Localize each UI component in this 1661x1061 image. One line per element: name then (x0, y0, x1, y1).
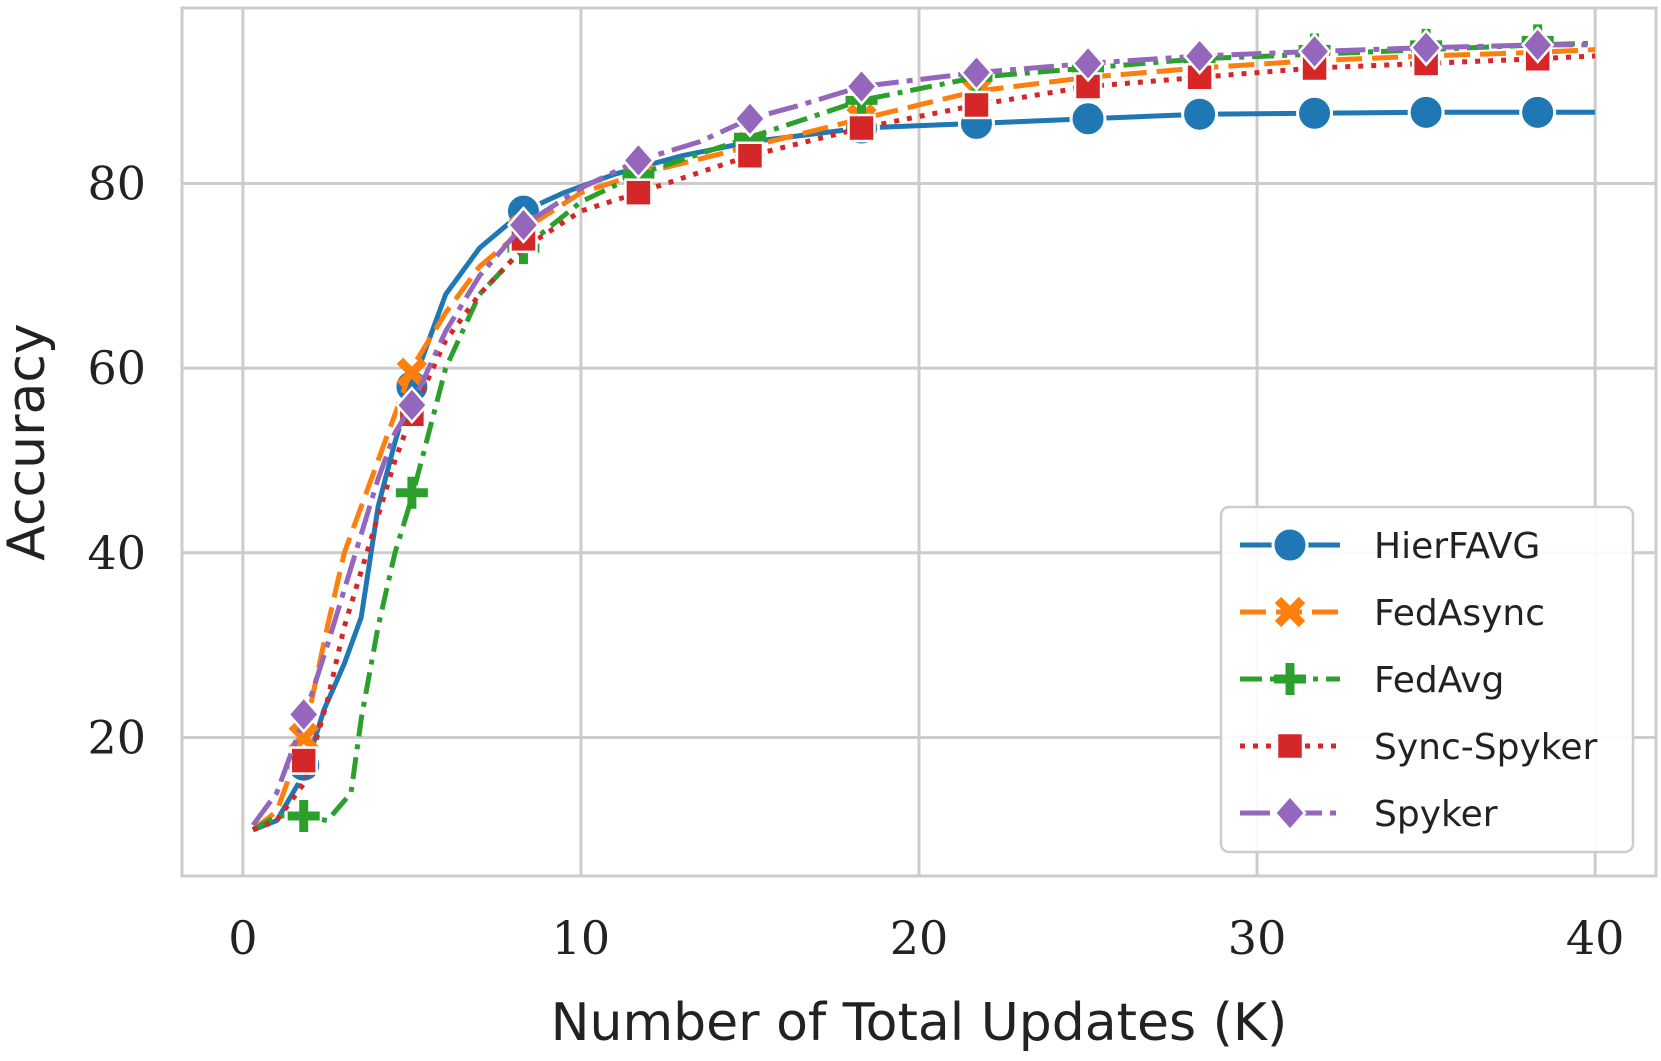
y-axis-label: Accuracy (0, 323, 57, 560)
data-point-spyker (395, 386, 429, 424)
x-axis-label: Number of Total Updates (K) (551, 993, 1288, 1053)
legend-box (1219, 505, 1635, 854)
x-tick-label: 40 (1566, 911, 1625, 965)
data-point-hierfavg (1296, 94, 1334, 132)
data-point-sync-spyker (624, 178, 653, 207)
x-tick-label: 30 (1228, 911, 1287, 965)
data-point-fedavg (395, 476, 428, 509)
data-point-spyker (959, 53, 994, 92)
data-point-spyker (1071, 44, 1105, 83)
legend-label-spyker: Spyker (1374, 794, 1498, 835)
legend-marker-fedasync (1274, 596, 1306, 628)
legend-item-sync-spyker: Sync-Spyker (1240, 727, 1597, 768)
data-point-spyker (844, 67, 879, 106)
legend-marker-spyker (1273, 794, 1307, 832)
data-point-hierfavg (1407, 93, 1445, 131)
y-tick-label: 60 (87, 341, 146, 395)
legend-item-spyker: Spyker (1240, 794, 1498, 835)
legend: HierFAVG FedAsync FedAvg Sync-Spyker Spyker (1219, 505, 1635, 854)
x-tick-label: 10 (552, 911, 611, 965)
data-point-spyker (1182, 37, 1217, 75)
legend-label-fedavg: FedAvg (1374, 660, 1504, 701)
data-point-spyker (1521, 26, 1555, 64)
data-point-sync-spyker (962, 90, 991, 120)
y-tick-label: 40 (87, 526, 146, 580)
data-point-spyker (1297, 32, 1332, 71)
data-point-hierfavg (1181, 95, 1219, 133)
data-point-hierfavg (1069, 100, 1107, 138)
x-tick-label: 20 (890, 911, 949, 965)
series-line-spyker (250, 42, 1596, 827)
series-spyker (250, 26, 1596, 827)
series-group (250, 24, 1596, 833)
legend-marker-fedavg (1274, 663, 1306, 695)
data-point-sync-spyker (735, 141, 765, 170)
y-tick-label: 20 (87, 710, 146, 764)
data-point-spyker (287, 695, 321, 734)
y-tick-labels: 20 40 60 80 (87, 156, 146, 764)
x-tick-label: 0 (228, 911, 257, 965)
data-point-fedavg (287, 799, 320, 832)
series-line-sync-spyker (252, 53, 1596, 833)
legend-marker-sync-spyker (1275, 731, 1305, 761)
data-point-spyker (506, 206, 541, 244)
legend-item-fedasync: FedAsync (1240, 593, 1545, 634)
data-point-spyker (621, 141, 656, 180)
legend-label-sync-spyker: Sync-Spyker (1374, 727, 1597, 768)
data-point-sync-spyker (847, 113, 876, 143)
y-tick-label: 80 (87, 156, 146, 210)
legend-item-hierfavg: HierFAVG (1240, 526, 1540, 567)
data-point-spyker (1409, 28, 1443, 67)
data-point-sync-spyker (289, 746, 318, 775)
x-tick-labels: 0 10 20 30 40 (228, 911, 1624, 965)
data-point-fedasync (396, 357, 428, 388)
legend-item-fedavg: FedAvg (1240, 660, 1504, 701)
data-point-hierfavg (1519, 93, 1557, 131)
data-point-spyker (733, 99, 767, 138)
legend-label-hierfavg: HierFAVG (1374, 526, 1540, 567)
legend-marker-hierfavg (1271, 526, 1309, 564)
legend-label-fedasync: FedAsync (1374, 593, 1545, 634)
